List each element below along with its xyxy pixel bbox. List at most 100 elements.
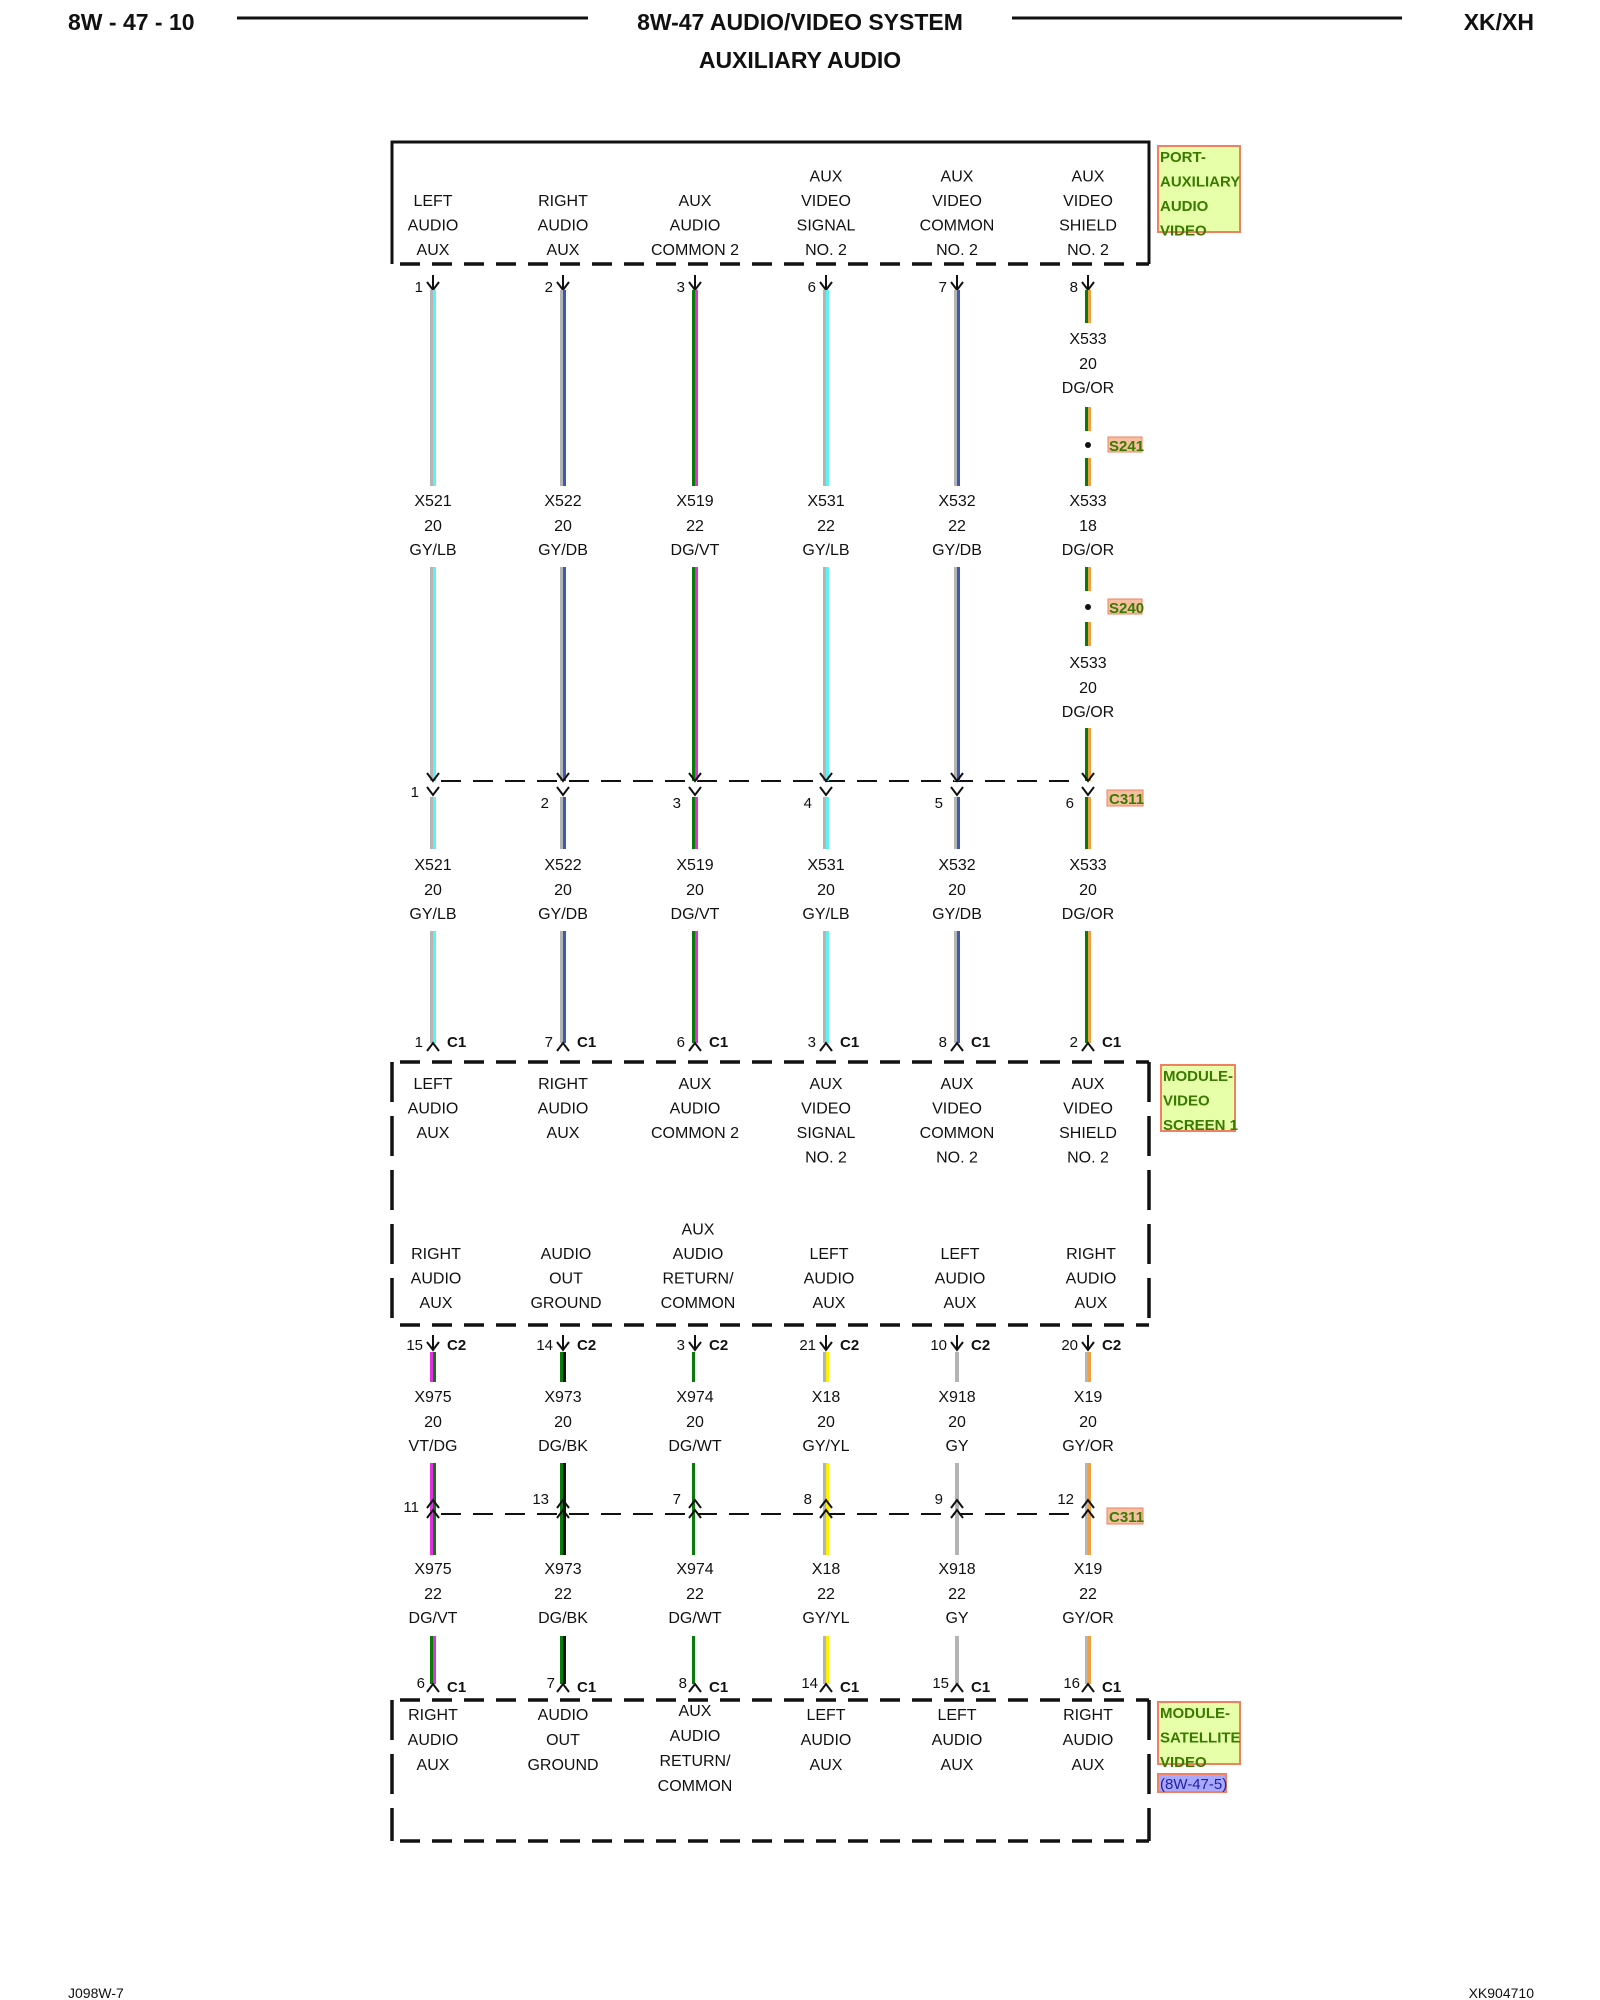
c311-pin-symbol [426,786,440,797]
screen-pin-function-label: RIGHT [411,1246,461,1263]
satellite-c1-connector-label: C1 [1102,1679,1121,1696]
c311-tag-upper: C311 [1106,789,1144,808]
screen-c1-pin-symbol [556,1041,570,1052]
port-aux-audio-video-tag-line: PORT- [1160,149,1206,166]
screen-c2-pin-number: 14 [536,1337,553,1354]
port-pin-function-label: COMMON 2 [651,242,739,259]
screen-pin-function-label: NO. 2 [805,1150,847,1167]
wire-segment [823,1352,829,1382]
screen-pin-function-label: RIGHT [1066,1246,1116,1263]
wire-label-circuit: X532 [938,493,975,510]
wire-label-circuit: X973 [544,1561,581,1578]
wire-label-color: GY/YL [802,1610,849,1627]
reference-8w-47-5: (8W-47-5) [1160,1776,1227,1793]
page-reference-link[interactable]: (8W-47-5) [1157,1773,1227,1793]
screen-pin-function-label: AUDIO [673,1246,724,1263]
screen-pin-function-label: AUX [813,1295,846,1312]
c311-pin-number: 13 [532,1491,549,1508]
screen-c1-pin-symbol [950,1041,964,1052]
wire-segment [823,567,829,781]
satellite-pin-function-label: AUDIO [538,1707,589,1724]
satellite-c1-pin-symbol [688,1682,702,1693]
c311-pin-symbol [819,772,833,783]
wire-label-color: GY/OR [1062,1438,1114,1455]
wire-label-circuit: X974 [676,1561,713,1578]
screen-pin-function-label: LEFT [940,1246,979,1263]
screen-pin-function-label: VIDEO [932,1101,982,1118]
port-pin-function-label: RIGHT [538,193,588,210]
wire-label-gauge: 18 [1079,518,1097,535]
wire-segment [1085,931,1091,1043]
wire-label-circuit: X533 [1069,655,1106,672]
screen-pin-function-label: SHIELD [1059,1125,1117,1142]
wire-label-circuit: X531 [807,857,844,874]
tag-box [1106,1507,1144,1525]
satellite-pin-function-label: AUDIO [932,1732,983,1749]
module-video-screen-tag-box [1160,1064,1236,1132]
splice-tag-s241: S241 [1107,436,1144,455]
wire-label-gauge: 20 [424,518,442,535]
c311-pin-symbol [426,1508,440,1519]
satellite-c1-pin-symbol [819,1682,833,1693]
satellite-c1-pin-number: 15 [932,1675,949,1692]
screen-c1-pin-number: 3 [808,1034,816,1051]
screen-c2-connector-label: C2 [447,1337,466,1354]
c311-pin-symbol [1081,1508,1095,1519]
screen-pin-function-label: AUX [810,1076,843,1093]
c311-pin-number: 11 [403,1499,419,1516]
c311-pin-number: 7 [673,1491,681,1508]
port-pin-function-label: NO. 2 [805,242,847,259]
c311-pin-symbol [426,772,440,783]
wire-label-circuit: X19 [1074,1561,1103,1578]
wire-label-color: GY/LB [802,906,849,923]
c311-pin-number: 12 [1057,1491,1074,1508]
port-pin-number: 3 [677,279,685,296]
wire-label-circuit: X522 [544,857,581,874]
wire-label-circuit: X522 [544,493,581,510]
wire-label-circuit: X519 [676,857,713,874]
screen-c2-pin-number: 21 [799,1337,816,1354]
c311-pin-symbol [688,772,702,783]
wire-label-color: DG/BK [538,1610,588,1627]
c311-pin-number: 6 [1066,795,1074,812]
satellite-pin-function-label: RETURN/ [659,1753,731,1770]
wire-label-color: GY [945,1610,968,1627]
wire-label-gauge: 20 [686,1414,704,1431]
screen-pin-function-label: AUX [417,1125,450,1142]
wire-segment [692,931,698,1043]
satellite-pin-function-label: AUDIO [1063,1732,1114,1749]
satellite-pin-function-label: RIGHT [1063,1707,1113,1724]
screen-pin-function-label: AUX [547,1125,580,1142]
wire-segment [692,1463,698,1555]
wire-label-gauge: 22 [424,1586,442,1603]
wire-label-gauge: 20 [948,1414,966,1431]
screen-c2-connector-label: C2 [577,1337,596,1354]
screen-pin-function-label: COMMON 2 [651,1125,739,1142]
wire-segment [560,290,566,486]
screen-c2-pin-number: 10 [930,1337,947,1354]
screen-c1-pin-number: 8 [939,1034,947,1051]
port-pin-function-label: AUX [417,242,450,259]
wire-label-color: DG/VT [409,1610,458,1627]
screen-pin-function-label: VIDEO [1063,1101,1113,1118]
port-pin-function-label: NO. 2 [936,242,978,259]
satellite-c1-pin-symbol [950,1682,964,1693]
wire-segment [560,1463,566,1555]
wire-label-color: GY/DB [538,542,588,559]
screen-c2-connector-label: C2 [709,1337,728,1354]
satellite-c1-connector-label: C1 [971,1679,990,1696]
wire-label-splice-in-gauge: 20 [1079,356,1097,373]
satellite-c1-pin-symbol [426,1682,440,1693]
wire-label-circuit: X521 [414,493,451,510]
c311-pin-number: 4 [804,795,812,812]
c311-pin-number: 2 [541,795,549,812]
screen-pin-function-label: AUX [1075,1295,1108,1312]
splice-label: S241 [1109,438,1144,455]
wire-label-circuit: X19 [1074,1389,1103,1406]
wire-label-color: DG/OR [1062,704,1114,721]
wire-label-circuit: X975 [414,1561,451,1578]
wire-label-gauge: 20 [554,1414,572,1431]
screen-c2-connector-label: C2 [840,1337,859,1354]
module-satellite-video-tag-line: SATELLITE [1160,1730,1241,1747]
wire-label-color: DG/VT [671,542,720,559]
